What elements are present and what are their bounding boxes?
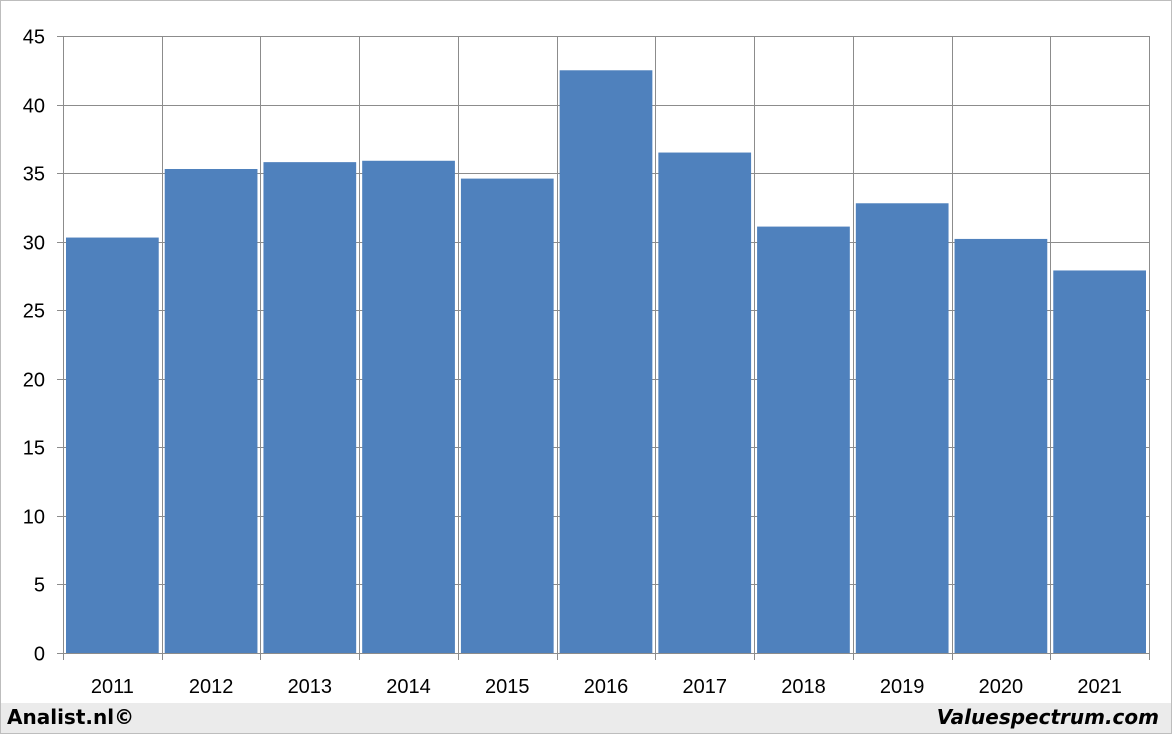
source-credit: Analist.nl© [7, 705, 135, 729]
bar-2016 [559, 70, 653, 654]
bar-2014 [362, 160, 455, 653]
y-tick-label-40: 40 [23, 96, 45, 118]
bar-2021 [1053, 270, 1146, 653]
y-tick-label-35: 35 [23, 164, 45, 186]
x-tick-label-2019: 2019 [880, 676, 925, 698]
bar-2020 [954, 238, 1048, 653]
y-tick-label-5: 5 [34, 575, 45, 597]
x-tick-label-2013: 2013 [288, 676, 333, 698]
x-tick-label-2014: 2014 [386, 676, 431, 698]
bars [66, 70, 1146, 654]
bar-2015 [460, 178, 554, 653]
bar-chart: 0 5 10 15 20 25 30 35 40 45 2011 2012 2013 2014 2015 20… [23, 27, 1150, 699]
y-tick-label-30: 30 [23, 233, 45, 255]
x-tick-label-2016: 2016 [584, 676, 629, 698]
bar-2012 [164, 168, 258, 653]
footer-bar: Analist.nl© Valuespectrum.com [1, 703, 1171, 733]
x-tick-label-2021: 2021 [1077, 676, 1122, 698]
x-tick-label-2015: 2015 [485, 676, 530, 698]
bar-2013 [263, 162, 357, 654]
tick-labels: 0 5 10 15 20 25 30 35 40 45 2011 2012 2013 2014 2015 20… [23, 27, 1122, 699]
x-tick-label-2020: 2020 [979, 676, 1024, 698]
bar-2011 [66, 237, 159, 653]
bar-2017 [658, 152, 752, 654]
x-tick-label-2018: 2018 [781, 676, 826, 698]
bar-2018 [757, 226, 850, 653]
x-tick-label-2012: 2012 [189, 676, 234, 698]
site-credit: Valuespectrum.com [936, 705, 1159, 729]
y-tick-label-25: 25 [23, 301, 45, 323]
x-tick-label-2011: 2011 [91, 676, 134, 698]
y-tick-label-20: 20 [23, 370, 45, 392]
y-tick-label-10: 10 [23, 507, 45, 529]
y-tick-label-15: 15 [23, 438, 45, 460]
y-tick-label-45: 45 [23, 27, 45, 49]
x-tick-label-2017: 2017 [682, 676, 727, 698]
bar-2019 [855, 203, 949, 653]
axes [57, 36, 1150, 660]
y-tick-label-0: 0 [34, 644, 45, 666]
